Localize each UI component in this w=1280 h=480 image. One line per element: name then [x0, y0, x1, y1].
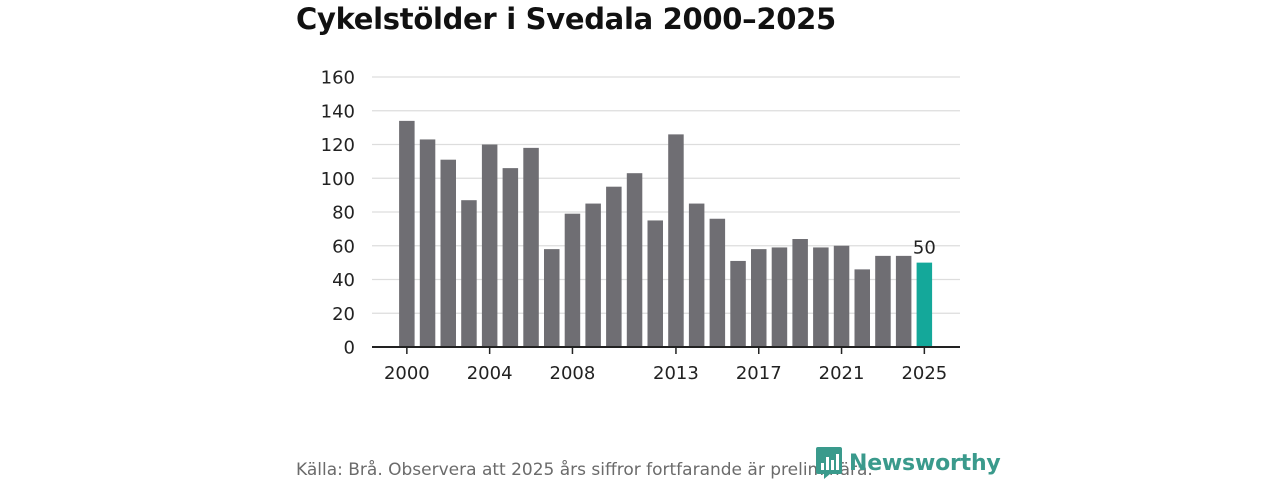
bar-2004	[481, 144, 498, 347]
bar-2021	[833, 245, 850, 347]
bar-2011	[626, 173, 643, 347]
x-tick-label: 2008	[550, 363, 596, 384]
bar-2019	[792, 239, 808, 347]
bar-2024	[895, 255, 912, 347]
bar-2025	[916, 262, 933, 347]
bar-2017	[751, 249, 767, 347]
bar-2010	[606, 186, 622, 347]
x-tick-label: 2013	[653, 363, 699, 384]
bars	[399, 120, 933, 347]
x-axis-ticks: 2000 2004 2008 2013 2017 2021 2025	[384, 347, 947, 384]
bar-2013	[668, 134, 684, 347]
bar-2020	[813, 247, 829, 347]
y-tick-label: 100	[321, 169, 355, 190]
bar-2001	[419, 139, 436, 347]
bar-2023	[875, 255, 891, 347]
bar-2014	[688, 203, 705, 347]
x-tick-label: 2004	[467, 363, 513, 384]
brand-name: Newsworthy	[849, 450, 1001, 476]
bar-2003	[461, 200, 477, 347]
bar-2005	[502, 168, 519, 347]
y-tick-label: 20	[332, 304, 355, 325]
bar-2015	[709, 218, 726, 347]
y-tick-label: 40	[332, 270, 355, 291]
bar-2018	[771, 247, 788, 347]
bar-2000	[399, 120, 415, 347]
bar-2009	[585, 203, 601, 347]
x-tick-label: 2025	[901, 363, 947, 384]
y-tick-label: 160	[321, 68, 355, 89]
x-tick-label: 2021	[819, 363, 865, 384]
y-tick-label: 120	[321, 135, 355, 156]
bar-2016	[730, 260, 746, 347]
y-tick-label: 60	[332, 236, 355, 257]
y-axis-ticks: 0 20 40 60 80 100 120 140 160	[321, 68, 355, 359]
bar-2012	[647, 220, 663, 347]
x-tick-label: 2000	[384, 363, 430, 384]
y-tick-label: 0	[344, 338, 355, 359]
x-tick-label: 2017	[736, 363, 782, 384]
source-note: Källa: Brå. Observera att 2025 års siffr…	[296, 460, 873, 480]
bar-2002	[440, 159, 456, 347]
y-tick-label: 80	[332, 203, 355, 224]
bar-2008	[564, 213, 581, 347]
data-labels: 50	[913, 238, 936, 259]
bar-2022	[854, 269, 870, 347]
y-tick-label: 140	[321, 101, 355, 122]
chart-title: Cykelstölder i Svedala 2000–2025	[296, 2, 836, 36]
newsworthy-logo[interactable]: Newsworthy	[815, 446, 1001, 480]
bar-2007	[544, 249, 560, 347]
bar-2006	[523, 147, 539, 347]
chart-bubble-icon	[816, 447, 842, 479]
data-label-2025: 50	[913, 238, 936, 259]
gridlines	[372, 76, 960, 314]
